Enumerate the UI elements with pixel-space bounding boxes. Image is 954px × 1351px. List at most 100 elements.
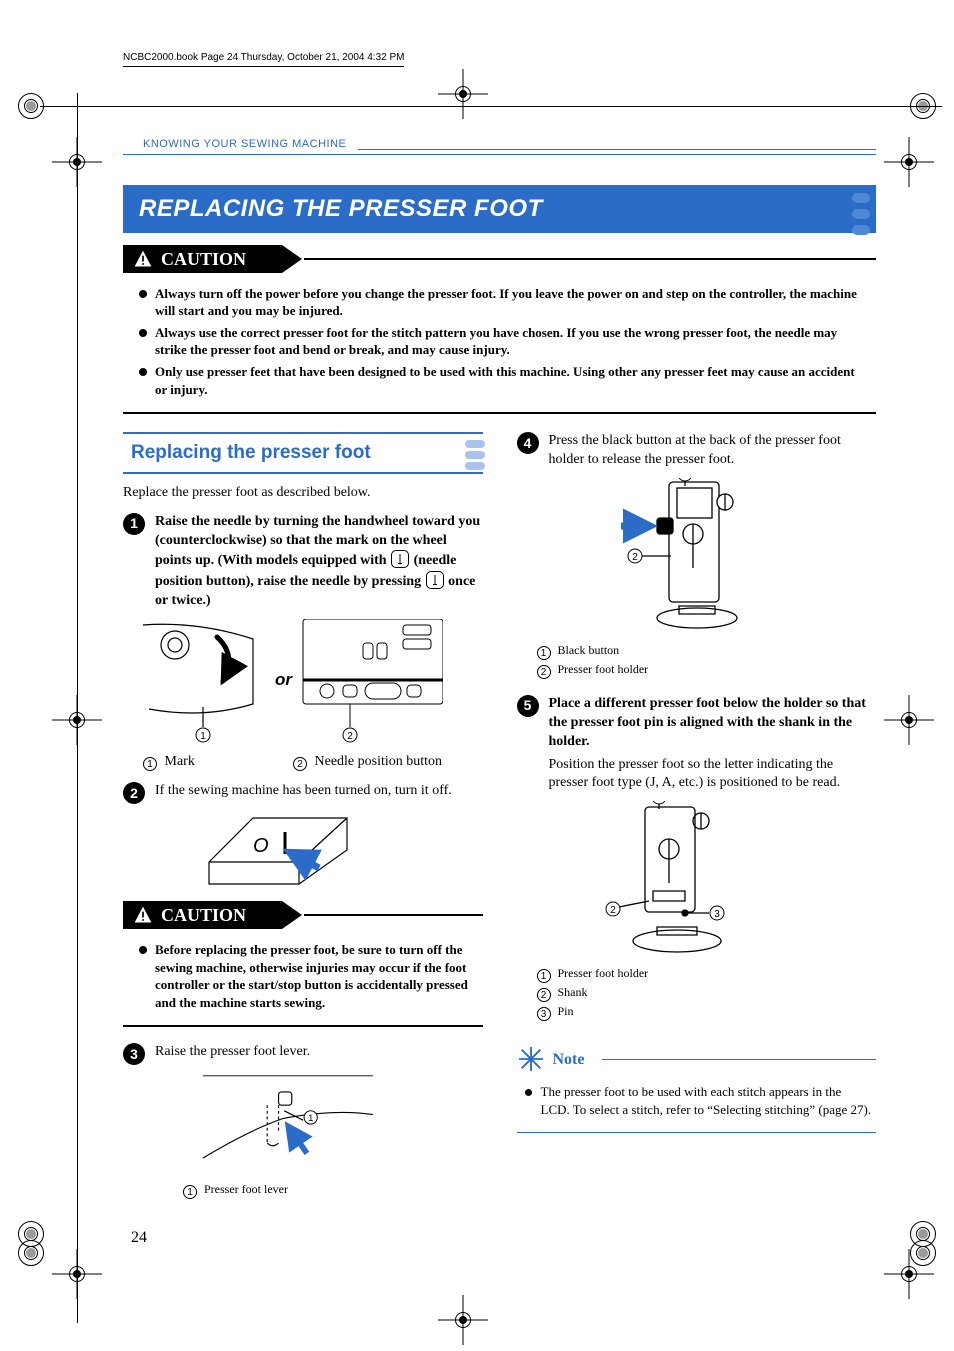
figure-align-foot-svg: 1 2 3	[577, 801, 777, 961]
figure-power-switch-svg: O	[203, 812, 353, 887]
key-label: Presser foot holder	[558, 662, 649, 676]
book-meta: NCBC2000.book Page 24 Thursday, October …	[123, 51, 404, 67]
page-number: 24	[131, 1227, 876, 1249]
note-text: The presser foot to be used with each st…	[523, 1083, 873, 1118]
step-body: If the sewing machine has been turned on…	[155, 782, 483, 804]
step-number: 2	[123, 782, 145, 804]
figure-release-foot-svg: 1 2	[597, 478, 777, 638]
warning-icon	[133, 905, 153, 925]
figure-step-2: O	[203, 812, 483, 887]
figure-key: 2 Shank	[537, 984, 877, 1002]
main-heading-band: REPLACING THE PRESSER FOOT	[123, 185, 876, 233]
section-header: KNOWING YOUR SEWING MACHINE	[123, 137, 876, 155]
subheading-decorative-dots	[465, 440, 485, 470]
heading-decorative-dots	[852, 193, 870, 235]
or-label: or	[275, 670, 293, 689]
svg-text:2: 2	[347, 731, 353, 742]
step-5-lead: Place a different presser foot below the…	[549, 695, 877, 752]
svg-text:1: 1	[682, 478, 688, 481]
svg-text:1: 1	[656, 801, 662, 804]
caution-label: CAUTION	[161, 903, 246, 927]
key-label: Pin	[558, 1004, 574, 1018]
caution-rule	[304, 914, 482, 916]
figure-presser-lever-svg: 1	[193, 1073, 383, 1177]
note-star-icon	[517, 1045, 545, 1073]
caution-2-body: Before replacing the presser foot, be su…	[123, 929, 483, 1027]
key-number: 1	[537, 969, 551, 983]
figure-key: 3 Pin	[537, 1003, 877, 1021]
figure-key: 1 Presser foot lever	[183, 1181, 483, 1199]
key-label: Mark	[165, 754, 195, 769]
caution-flag: CAUTION	[123, 245, 282, 273]
svg-text:O: O	[253, 835, 269, 857]
figure-step-3: 1	[193, 1073, 483, 1177]
needle-position-button-icon	[426, 571, 444, 589]
key-number: 3	[537, 1007, 551, 1021]
guide-line	[77, 93, 78, 1323]
caution-2-header: CAUTION	[123, 901, 483, 929]
key-number: 1	[143, 757, 157, 771]
step-number: 4	[517, 432, 539, 454]
key-label: Presser foot holder	[558, 966, 649, 980]
caution-item: Only use presser feet that have been des…	[137, 363, 866, 398]
intro-text: Replace the presser foot as described be…	[123, 484, 483, 503]
figure-step-4: 1 2	[597, 478, 877, 638]
main-heading: REPLACING THE PRESSER FOOT	[139, 193, 543, 225]
key-label: Presser foot lever	[204, 1182, 288, 1196]
key-label: Black button	[558, 643, 620, 657]
step-body: Press the black button at the back of th…	[549, 432, 877, 470]
svg-text:3: 3	[714, 909, 720, 920]
note-rule	[602, 1059, 876, 1060]
step-body: Raise the presser foot lever.	[155, 1043, 483, 1065]
caution-2: CAUTION Before replacing the presser foo…	[123, 901, 483, 1027]
caution-flag: CAUTION	[123, 901, 282, 929]
step-4: 4 Press the black button at the back of …	[517, 432, 877, 470]
step-number: 3	[123, 1043, 145, 1065]
step-3: 3 Raise the presser foot lever.	[123, 1043, 483, 1065]
figure-key: 2 Presser foot holder	[537, 661, 877, 679]
figure-key-row: 1 Mark 2 Needle position button	[143, 753, 483, 772]
caution-1-header: CAUTION	[123, 245, 876, 273]
step-body: Place a different presser foot below the…	[549, 695, 877, 793]
registration-mark	[18, 1240, 44, 1266]
caution-item: Always use the correct presser foot for …	[137, 324, 866, 359]
step-body: Raise the needle by turning the handwhee…	[155, 513, 483, 611]
note-body: The presser foot to be used with each st…	[517, 1073, 877, 1133]
section-header-text: KNOWING YOUR SEWING MACHINE	[143, 137, 346, 154]
svg-text:2: 2	[610, 905, 616, 916]
subheading: Replacing the presser foot	[123, 432, 483, 474]
needle-position-button-icon	[391, 550, 409, 568]
step-2: 2 If the sewing machine has been turned …	[123, 782, 483, 804]
caution-1-body: Always turn off the power before you cha…	[123, 273, 876, 414]
step-5: 5 Place a different presser foot below t…	[517, 695, 877, 793]
step-1: 1 Raise the needle by turning the handwh…	[123, 513, 483, 611]
figure-step-1: or	[143, 619, 483, 749]
figure-key: 1 Black button	[537, 642, 877, 660]
key-label: Shank	[558, 985, 588, 999]
figure-handwheel-svg: or	[143, 619, 443, 749]
key-label: Needle position button	[315, 754, 443, 769]
key-number: 1	[537, 646, 551, 660]
svg-text:2: 2	[632, 552, 638, 563]
svg-text:1: 1	[308, 1113, 313, 1124]
step-5-cont: Position the presser foot so the letter …	[549, 756, 877, 794]
caution-item: Always turn off the power before you cha…	[137, 285, 866, 320]
subheading-text: Replacing the presser foot	[131, 442, 371, 463]
caution-label: CAUTION	[161, 247, 246, 271]
caution-rule	[304, 258, 876, 260]
cross-mark	[438, 1295, 488, 1345]
note-label: Note	[553, 1049, 585, 1071]
note-header: Note	[517, 1045, 877, 1073]
svg-text:1: 1	[200, 731, 206, 742]
figure-step-5: 1 2 3	[577, 801, 877, 961]
step-number: 5	[517, 695, 539, 717]
caution-item: Before replacing the presser foot, be su…	[137, 941, 473, 1011]
figure-key: 1 Presser foot holder	[537, 965, 877, 983]
right-column: 4 Press the black button at the back of …	[517, 432, 877, 1199]
key-number: 1	[183, 1185, 197, 1199]
section-header-rule	[358, 149, 876, 150]
step-number: 1	[123, 513, 145, 535]
left-column: Replacing the presser foot Replace the p…	[123, 432, 483, 1199]
key-number: 2	[537, 665, 551, 679]
warning-icon	[133, 249, 153, 269]
